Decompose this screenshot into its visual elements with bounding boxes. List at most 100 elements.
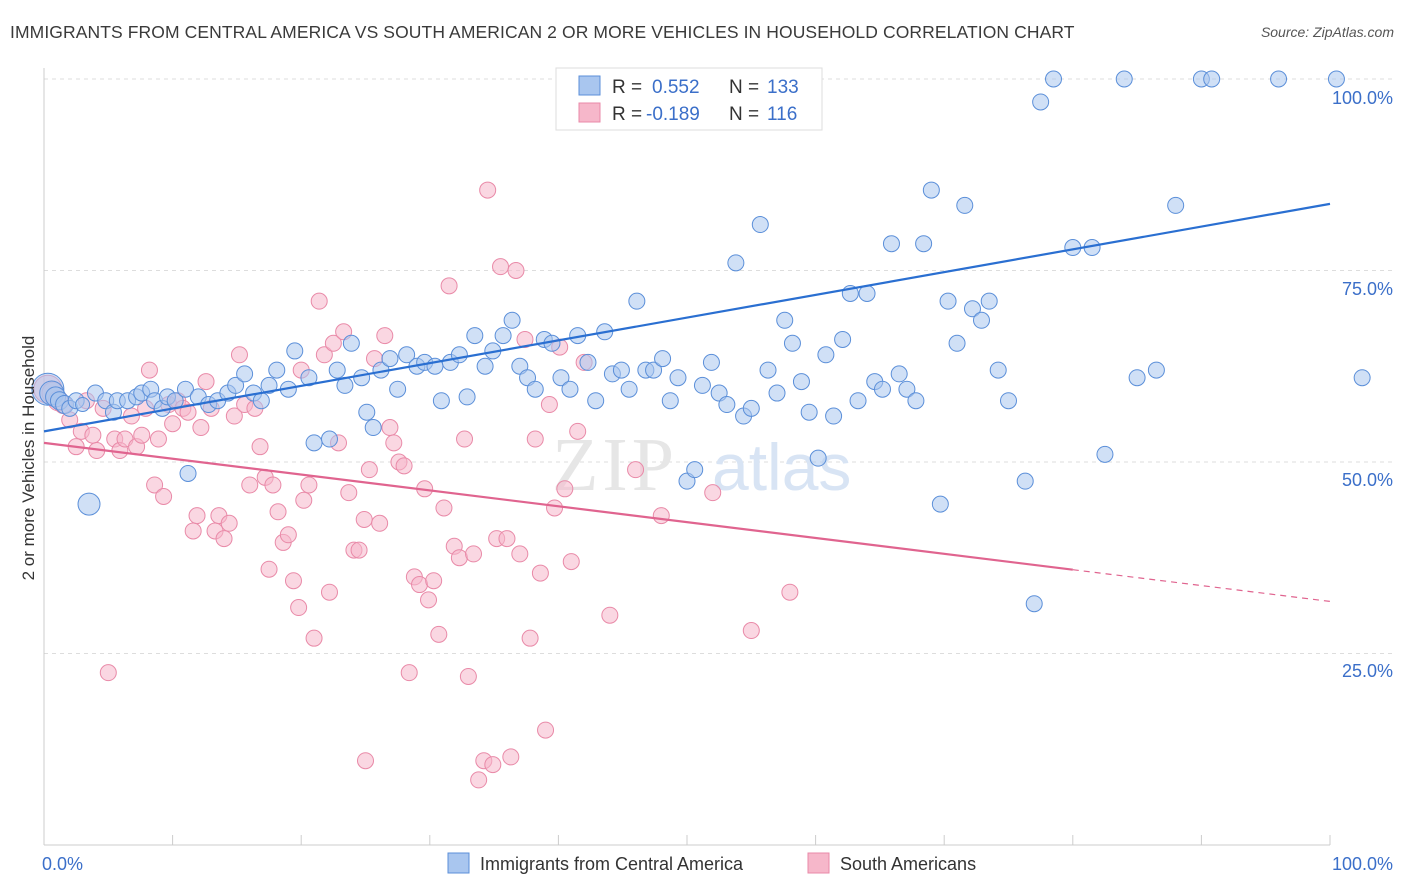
central-america-point: [686, 461, 704, 479]
central-america-point: [963, 300, 981, 318]
south-americans-point: [395, 457, 413, 475]
central-america-point: [342, 334, 360, 352]
central-america-point: [227, 376, 245, 394]
central-america-point: [503, 311, 521, 329]
central-america-trendline: [43, 202, 1331, 433]
south-americans-point: [251, 438, 269, 456]
south-americans-point: [531, 564, 549, 582]
central-america-point: [768, 384, 786, 402]
central-america-point: [236, 365, 254, 383]
legend-r-value-pink: -0.189: [646, 104, 700, 125]
legend-r-label-blue: R =: [612, 77, 642, 98]
central-america-point: [320, 430, 338, 448]
south-americans-point: [376, 327, 394, 345]
south-americans-point: [184, 522, 202, 540]
south-americans-point: [459, 667, 477, 685]
central-america-point: [800, 403, 818, 421]
south-americans-point: [781, 583, 799, 601]
central-america-point: [956, 196, 974, 214]
central-america-point: [1016, 472, 1034, 490]
central-america-point: [931, 495, 949, 513]
south-americans-point: [315, 346, 333, 364]
central-america-point: [1147, 361, 1165, 379]
south-americans-point: [225, 407, 243, 425]
legend-r-value-blue: 0.552: [652, 77, 700, 98]
central-america-point: [882, 235, 900, 253]
central-america-point: [612, 361, 630, 379]
central-america-point: [579, 353, 597, 371]
central-america-point: [907, 392, 925, 410]
gridlines: [44, 78, 1392, 654]
y-axis-label: 2 or more Vehicles in Household: [19, 336, 38, 581]
south-americans-point: [521, 629, 539, 647]
central-america-point: [1045, 70, 1063, 88]
x-tick-label-100: 100.0%: [1332, 854, 1393, 874]
central-america-point: [654, 350, 672, 368]
central-america-point: [1128, 369, 1146, 387]
south-americans-point: [269, 503, 287, 521]
y-tick-label-100: 100.0%: [1332, 88, 1393, 108]
south-americans-point: [230, 346, 248, 364]
central-america-point: [450, 346, 468, 364]
south-americans-point: [340, 484, 358, 502]
south-americans-point: [465, 545, 483, 563]
central-america-point: [398, 346, 416, 364]
central-america-point: [260, 376, 278, 394]
south-americans-point: [350, 541, 368, 559]
south-americans-point: [562, 553, 580, 571]
south-americans-point: [215, 530, 233, 548]
central-america-point: [432, 392, 450, 410]
south-americans-point: [133, 426, 151, 444]
south-americans-point: [627, 461, 645, 479]
central-america-point: [286, 342, 304, 360]
central-america-point: [75, 397, 91, 413]
south-americans-point: [146, 476, 164, 494]
y-tick-label-25: 25.0%: [1342, 661, 1393, 681]
central-america-point: [972, 311, 990, 329]
south-americans-point: [540, 396, 558, 414]
central-america-point: [389, 380, 407, 398]
central-america-point: [948, 334, 966, 352]
south-americans-point: [360, 461, 378, 479]
south-americans-trendline: [43, 441, 1073, 571]
south-americans-point: [456, 430, 474, 448]
central-america-point: [620, 380, 638, 398]
south-americans-point: [450, 549, 468, 567]
central-america-point: [587, 392, 605, 410]
central-america-point: [989, 361, 1007, 379]
central-america-point: [849, 392, 867, 410]
central-america-point: [890, 365, 908, 383]
axes: [43, 68, 1330, 846]
central-america-point: [552, 369, 570, 387]
central-america-point: [1353, 369, 1371, 387]
bottom-legend-label-blue: Immigrants from Central America: [480, 854, 744, 874]
central-america-point: [358, 403, 376, 421]
central-america-point: [645, 361, 663, 379]
central-america-point: [1270, 70, 1288, 88]
central-america-points: [31, 70, 1371, 613]
central-america-point: [759, 361, 777, 379]
bottom-legend-swatch-blue: [447, 852, 470, 874]
central-america-point: [834, 330, 852, 348]
central-america-point: [727, 254, 745, 272]
south-americans-point: [140, 361, 158, 379]
central-america-point: [809, 449, 827, 467]
south-americans-point: [284, 572, 302, 590]
central-america-point: [1000, 392, 1017, 410]
central-america-point: [328, 361, 346, 379]
central-america-point: [702, 353, 720, 371]
legend-swatch-blue: [578, 75, 601, 96]
south-americans-point: [435, 499, 453, 517]
central-america-point: [898, 380, 916, 398]
legend-r-label-pink: R =: [612, 104, 642, 125]
south-americans-point: [569, 422, 587, 440]
south-americans-point: [484, 756, 502, 774]
central-america-point: [561, 380, 579, 398]
south-americans-point: [84, 426, 102, 444]
south-americans-point: [260, 560, 278, 578]
central-america-point: [252, 392, 270, 410]
legend-n-value-blue: 133: [767, 77, 799, 98]
central-america-point: [1025, 595, 1043, 613]
south-americans-point: [357, 752, 374, 770]
